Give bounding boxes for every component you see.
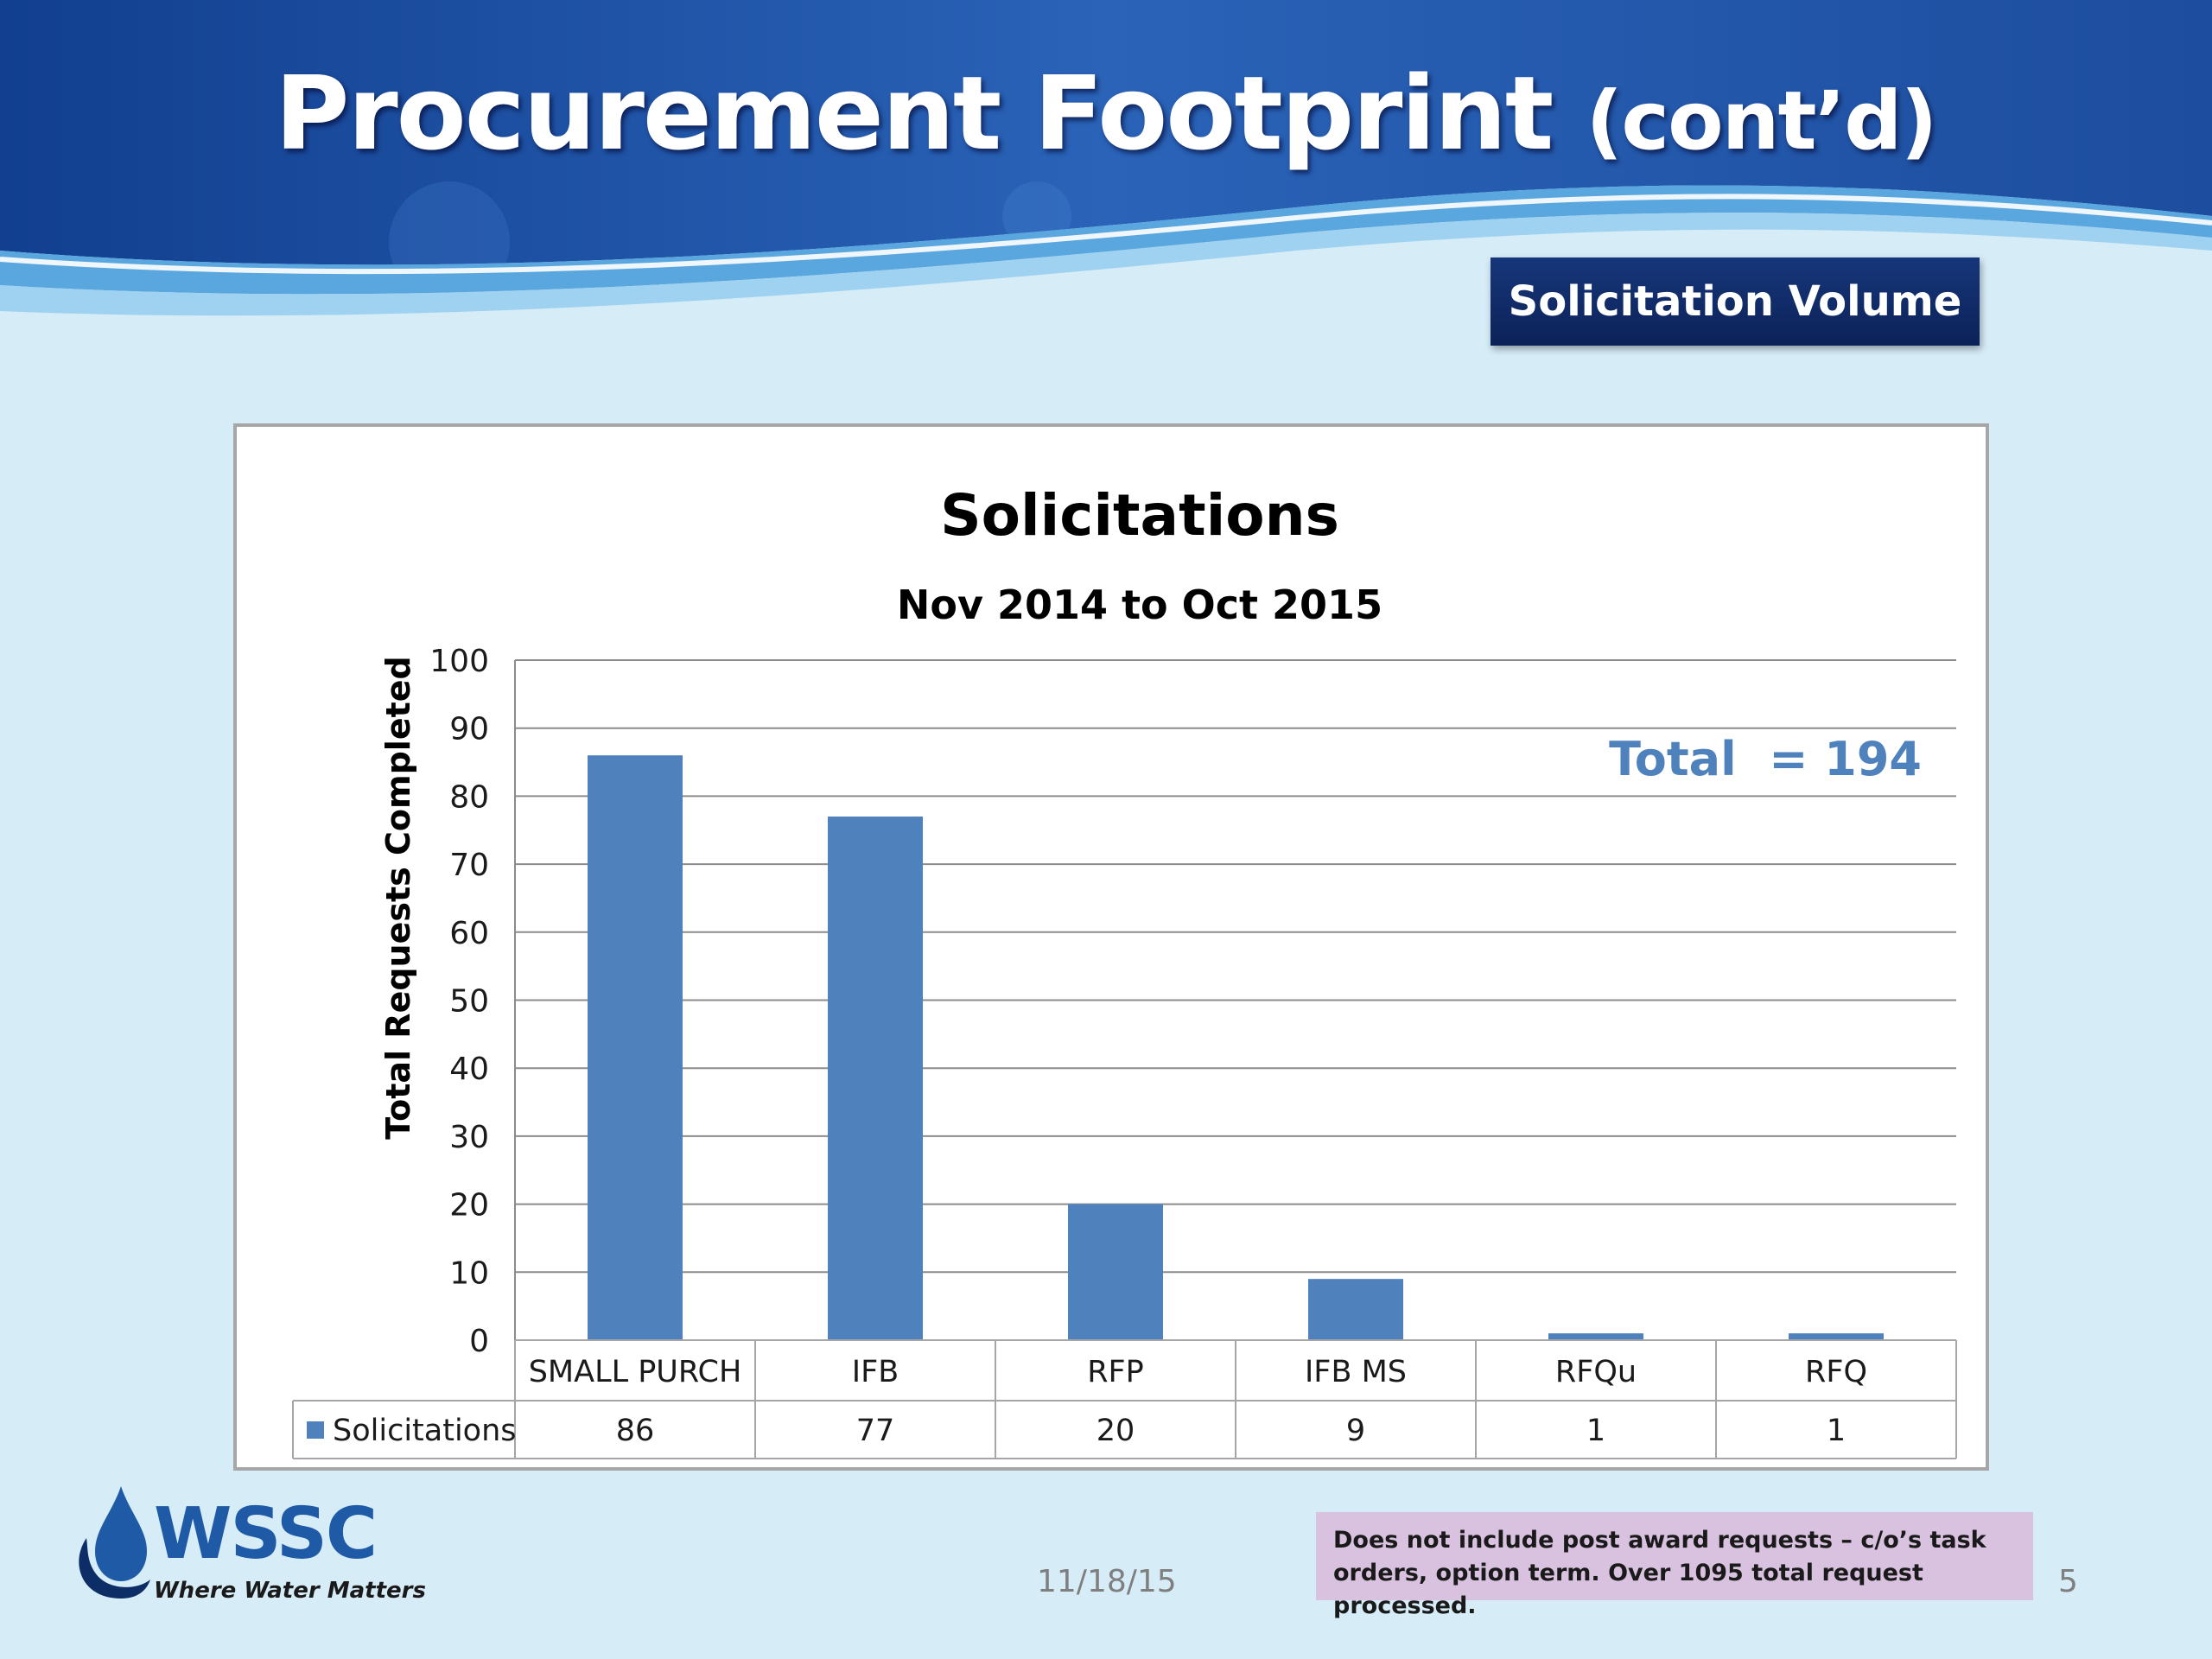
y-tick-label: 30 — [449, 1120, 489, 1155]
slide-title-sub: (cont’d) — [1586, 74, 1937, 168]
y-tick-label: 70 — [449, 848, 489, 883]
slide-date: 11/18/15 — [1037, 1564, 1177, 1599]
bars — [588, 755, 1884, 1340]
y-tick-label: 10 — [449, 1255, 489, 1291]
y-tick-label: 80 — [449, 779, 489, 815]
y-tick-label: 40 — [449, 1052, 489, 1087]
data-value-label: 1 — [1827, 1414, 1846, 1448]
category-label: RFQ — [1805, 1355, 1867, 1389]
data-table: SMALL PURCH IFB RFP IFB MS RFQu RFQ Solicitati… — [292, 1339, 1957, 1459]
bar-rfq — [1789, 1333, 1884, 1340]
chart-subtitle: Nov 2014 to Oct 2015 — [897, 582, 1382, 628]
y-tick-label: 60 — [449, 916, 489, 951]
bar-rfqu — [1548, 1333, 1643, 1340]
category-label: IFB — [852, 1355, 899, 1389]
logo-wordmark: WSSC — [154, 1493, 378, 1575]
data-value-label: 20 — [1096, 1414, 1135, 1448]
slide-title: Procurement Footprint (cont’d) — [275, 54, 1937, 173]
bar-rfp — [1068, 1204, 1163, 1340]
category-label: RFP — [1087, 1355, 1144, 1389]
bar-chart: Solicitations Nov 2014 to Oct 2015 Total… — [292, 482, 1957, 1459]
category-label: RFQu — [1555, 1355, 1637, 1389]
logo-tagline: Where Water Matters — [154, 1578, 426, 1604]
water-drop-icon — [79, 1486, 150, 1599]
y-tick-label: 100 — [429, 644, 489, 679]
chart-title: Solicitations — [940, 482, 1339, 549]
data-value-label: 9 — [1346, 1414, 1365, 1448]
data-value-label: 1 — [1586, 1414, 1605, 1448]
bar-ifb-ms — [1308, 1279, 1403, 1340]
category-label: IFB MS — [1305, 1355, 1407, 1389]
total-annotation: Total = 194 — [1609, 732, 1922, 786]
chart-panel: Solicitations Nov 2014 to Oct 2015 Total… — [233, 423, 1989, 1471]
y-tick-label: 90 — [449, 712, 489, 747]
y-tick-labels: 0 10 20 30 40 50 60 70 80 90 100 — [429, 644, 489, 1359]
footnote-box: Does not include post award requests – c… — [1316, 1512, 2033, 1619]
y-tick-label: 0 — [469, 1324, 489, 1359]
bar-ifb — [828, 817, 923, 1340]
slide-title-main: Procurement Footprint — [275, 54, 1554, 173]
data-value-label: 86 — [616, 1414, 655, 1448]
slide-number: 5 — [2058, 1564, 2078, 1599]
y-tick-label: 20 — [449, 1188, 489, 1224]
y-tick-label: 50 — [449, 984, 489, 1020]
data-value-label: 77 — [856, 1414, 895, 1448]
header-banner — [0, 0, 2212, 363]
section-badge: Solicitation Volume — [1491, 257, 1980, 346]
category-label: SMALL PURCH — [529, 1355, 742, 1389]
legend-key — [307, 1421, 324, 1439]
bar-small-purch — [588, 755, 683, 1340]
legend-label: Solicitations — [333, 1414, 517, 1448]
y-axis-label: Total Requests Completed — [379, 656, 417, 1139]
